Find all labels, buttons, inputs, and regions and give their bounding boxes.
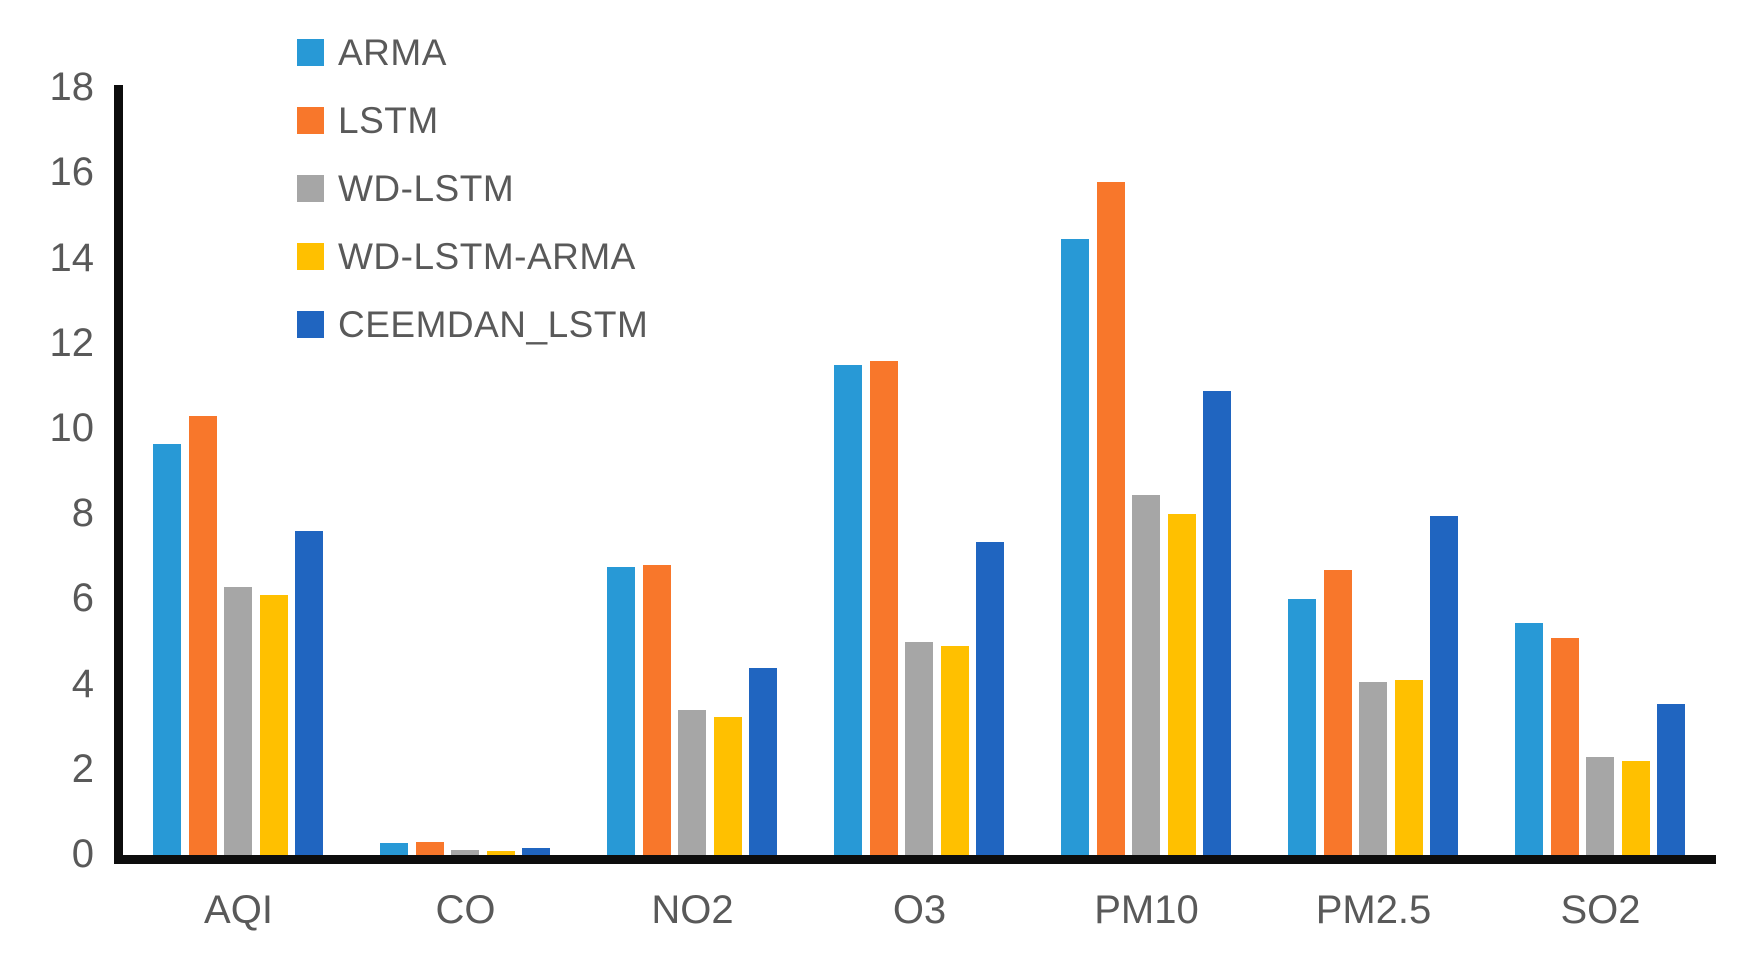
legend-swatch-icon: [297, 106, 324, 134]
y-tick-label-4: 4: [71, 661, 94, 706]
y-tick-label-6: 6: [71, 576, 94, 621]
y-tick-label-2: 2: [71, 746, 94, 791]
bar-wd-lstm-co: [451, 850, 479, 855]
x-tick-label-so2: SO2: [1560, 888, 1641, 932]
bar-arma-pm2.5: [1288, 599, 1316, 855]
bar-ceemdan_lstm-aqi: [295, 531, 323, 855]
bar-wd-lstm-aqi: [224, 587, 252, 855]
legend-label: LSTM: [338, 99, 439, 141]
bar-ceemdan_lstm-co: [522, 848, 550, 855]
bar-lstm-o3: [870, 361, 898, 855]
legend-swatch-icon: [297, 310, 324, 338]
x-tick-label-pm2.5: PM2.5: [1315, 888, 1432, 932]
bar-wd-lstm-arma-pm2.5: [1395, 680, 1423, 855]
legend-label: WD-LSTM: [338, 167, 515, 209]
legend-label: ARMA: [338, 31, 447, 73]
legend-item-lstm: LSTM: [297, 98, 439, 142]
bar-arma-o3: [834, 365, 862, 855]
y-tick-label-0: 0: [71, 832, 94, 876]
bar-arma-so2: [1515, 623, 1543, 855]
bar-wd-lstm-no2: [678, 710, 706, 855]
y-tick-label-18: 18: [49, 65, 95, 110]
bar-wd-lstm-arma-no2: [714, 717, 742, 855]
bar-ceemdan_lstm-no2: [749, 668, 777, 855]
legend-swatch-icon: [297, 38, 324, 66]
bar-arma-pm10: [1061, 239, 1089, 855]
y-tick-label-16: 16: [49, 150, 95, 195]
bar-lstm-aqi: [189, 416, 217, 855]
bar-ceemdan_lstm-pm2.5: [1430, 516, 1458, 855]
bar-ceemdan_lstm-pm10: [1203, 391, 1231, 855]
bar-wd-lstm-arma-pm10: [1168, 514, 1196, 855]
bar-wd-lstm-pm10: [1132, 495, 1160, 855]
bar-lstm-so2: [1551, 638, 1579, 855]
legend-item-ceemdan_lstm: CEEMDAN_LSTM: [297, 302, 648, 346]
bar-wd-lstm-arma-co: [487, 851, 515, 855]
bar-wd-lstm-arma-o3: [941, 646, 969, 855]
x-tick-label-aqi: AQI: [204, 888, 273, 932]
y-tick-label-12: 12: [49, 320, 95, 365]
bar-lstm-pm2.5: [1324, 570, 1352, 855]
legend-item-wd-lstm: WD-LSTM: [297, 166, 514, 210]
y-tick-label-14: 14: [49, 235, 95, 280]
x-tick-label-o3: O3: [892, 888, 947, 932]
bar-lstm-no2: [643, 565, 671, 855]
y-tick-label-10: 10: [49, 406, 95, 450]
bar-ceemdan_lstm-so2: [1657, 704, 1685, 855]
bar-wd-lstm-arma-aqi: [260, 595, 288, 855]
legend-item-arma: ARMA: [297, 30, 447, 74]
y-tick-label-8: 8: [71, 491, 94, 536]
legend-label: CEEMDAN_LSTM: [338, 303, 649, 345]
bar-wd-lstm-o3: [905, 642, 933, 855]
x-tick-label-no2: NO2: [651, 888, 734, 932]
legend-label: WD-LSTM-ARMA: [338, 235, 636, 277]
bar-wd-lstm-so2: [1586, 757, 1614, 855]
y-axis-line: [114, 85, 123, 864]
bar-arma-co: [380, 843, 408, 855]
x-tick-label-co: CO: [435, 888, 496, 932]
legend-item-wd-lstm-arma: WD-LSTM-ARMA: [297, 234, 636, 278]
legend-swatch-icon: [297, 242, 324, 270]
bar-lstm-pm10: [1097, 182, 1125, 855]
legend-swatch-icon: [297, 174, 324, 202]
bar-ceemdan_lstm-o3: [976, 542, 1004, 855]
bar-wd-lstm-arma-so2: [1622, 761, 1650, 855]
bar-lstm-co: [416, 842, 444, 855]
x-axis-line: [114, 855, 1716, 864]
bar-arma-no2: [607, 567, 635, 855]
x-tick-label-pm10: PM10: [1094, 888, 1199, 932]
bar-wd-lstm-pm2.5: [1359, 682, 1387, 855]
bar-arma-aqi: [153, 444, 181, 855]
